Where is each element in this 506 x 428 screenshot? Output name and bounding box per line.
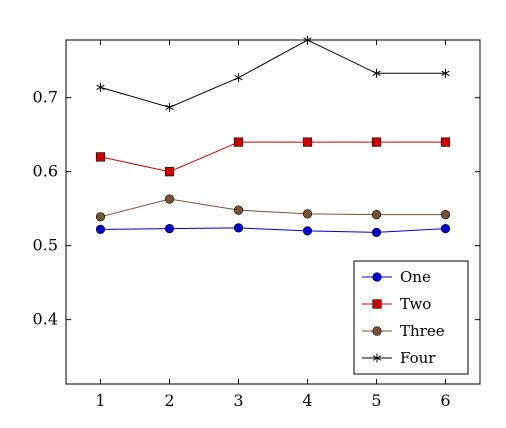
data-point-one	[440, 224, 451, 234]
data-point-four	[372, 68, 381, 78]
legend-box	[353, 260, 469, 375]
data-point-three	[164, 194, 175, 204]
legend-label: Two	[400, 295, 431, 313]
series-two	[95, 137, 451, 177]
data-point-four	[165, 102, 174, 112]
y-axis: 0.4 0.5 0.6 0.7	[33, 88, 480, 329]
x-tick-label: 1	[95, 391, 105, 410]
x-tick-label: 6	[440, 391, 450, 410]
data-point-three	[440, 209, 451, 220]
series-line-one	[100, 227, 446, 233]
plot-frame	[65, 39, 481, 385]
legend-label: Three	[400, 322, 445, 340]
data-point-three	[302, 209, 313, 219]
y-tick-label: 0.6	[33, 162, 58, 181]
y-tick-label: 0.5	[33, 236, 58, 255]
data-point-one	[371, 227, 382, 237]
legend-item-four: Four	[362, 349, 436, 367]
data-point-two	[440, 137, 451, 147]
data-point-one	[302, 226, 313, 236]
series-three	[95, 194, 451, 222]
legend: One Two Three Four	[353, 260, 469, 375]
legend-marker	[372, 326, 382, 336]
series-layer	[95, 35, 451, 237]
x-axis: 1 2 3 4 5 6	[95, 40, 451, 410]
x-tick-label: 3	[233, 391, 243, 410]
data-point-two	[371, 137, 382, 147]
legend-label: Four	[400, 349, 436, 367]
series-four	[96, 35, 450, 112]
data-point-two	[164, 167, 175, 177]
data-point-four	[96, 82, 105, 92]
data-point-two	[302, 137, 313, 147]
legend-item-two: Two	[362, 295, 431, 313]
data-point-three	[95, 212, 106, 222]
legend-item-three: Three	[362, 322, 445, 340]
series-line-three	[100, 198, 446, 218]
data-point-two	[233, 137, 244, 147]
x-tick-label: 2	[164, 391, 174, 410]
series-line-two	[100, 141, 446, 173]
data-point-three	[371, 209, 382, 220]
x-tick-label: 5	[371, 391, 381, 410]
legend-marker	[372, 299, 382, 309]
y-tick-label: 0.7	[33, 88, 58, 107]
data-point-four	[234, 73, 243, 83]
legend-marker	[372, 272, 382, 282]
series-line-four	[100, 39, 446, 108]
data-point-three	[233, 205, 244, 215]
legend-item-one: One	[362, 268, 431, 286]
series-one	[95, 223, 451, 237]
data-point-one	[95, 224, 106, 234]
x-tick-label: 4	[302, 391, 312, 410]
data-point-one	[233, 223, 244, 233]
data-point-two	[95, 152, 106, 162]
data-point-one	[164, 224, 175, 234]
y-tick-label: 0.4	[33, 310, 58, 329]
legend-label: One	[400, 268, 431, 286]
data-point-four	[441, 68, 450, 78]
legend-marker	[372, 353, 382, 363]
